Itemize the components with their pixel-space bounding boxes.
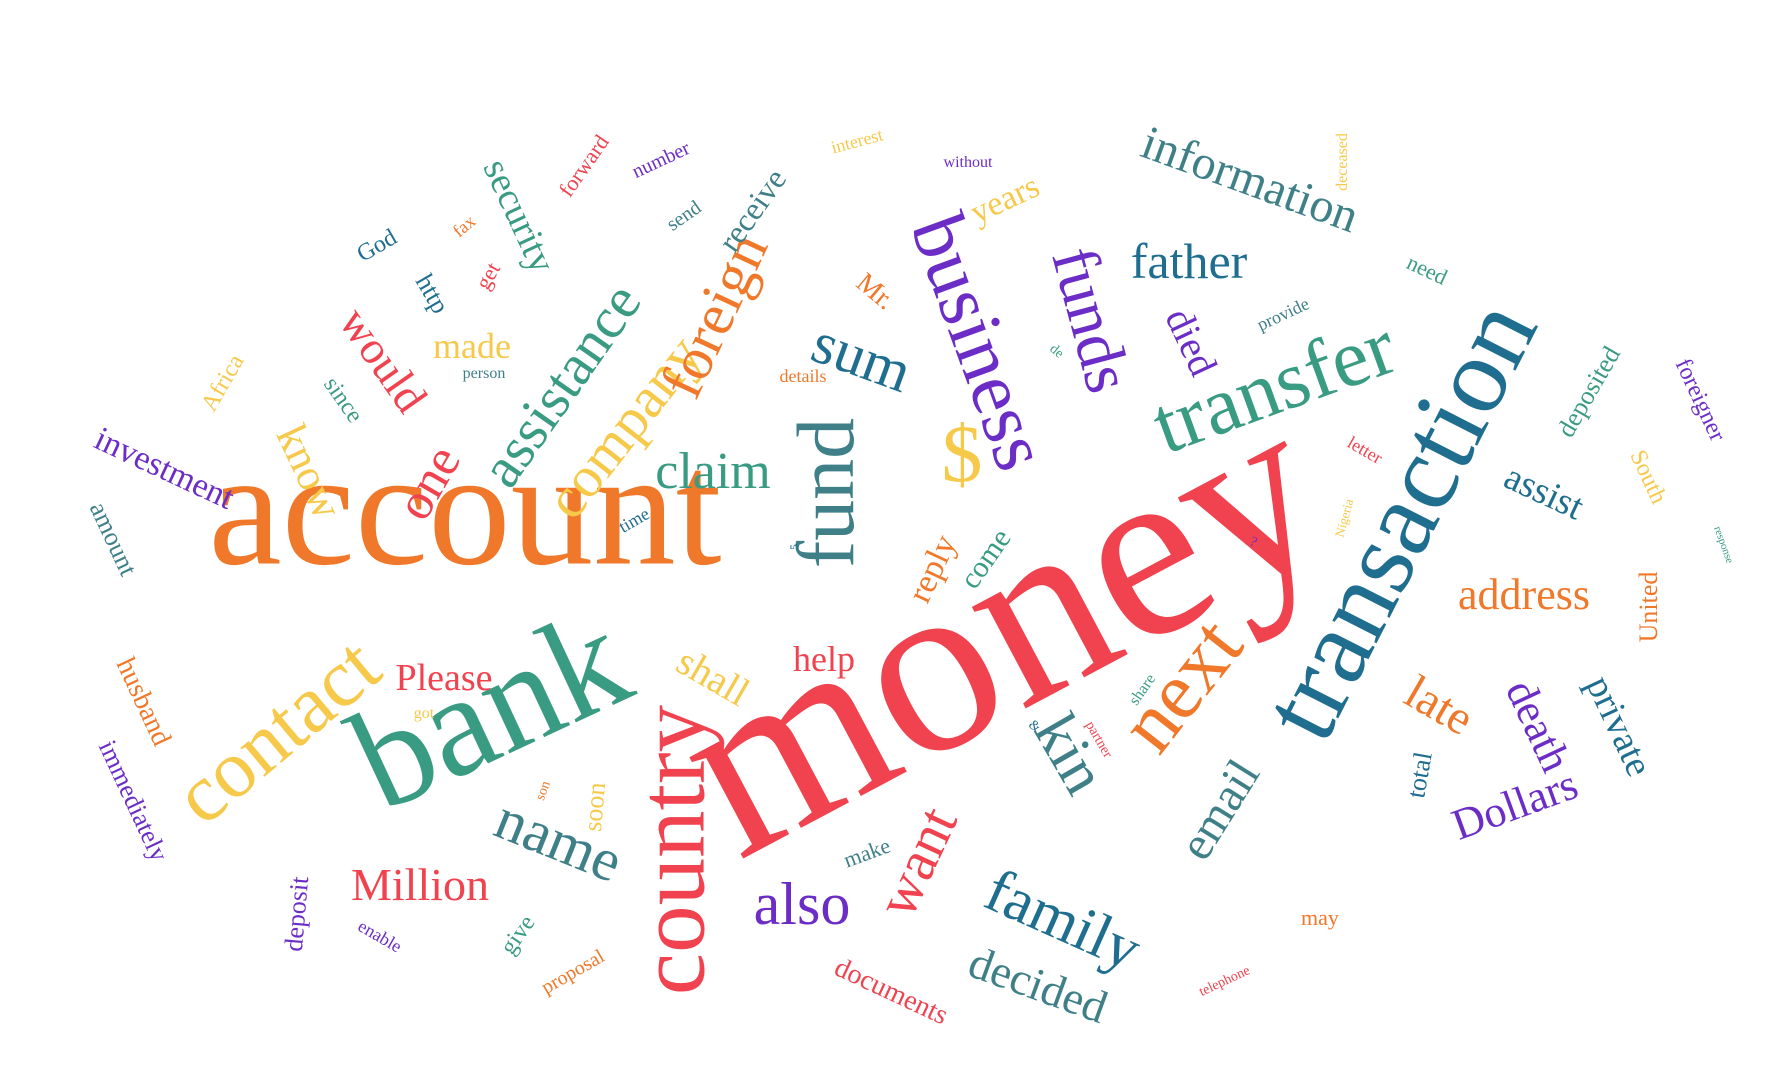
word-deposit: deposit <box>278 875 315 953</box>
word-south: South <box>1624 446 1672 508</box>
word-funds: funds <box>1037 239 1146 401</box>
word-without: without <box>943 154 993 171</box>
word-foreign: foreign <box>647 222 781 408</box>
word-please: Please <box>395 657 493 699</box>
word-help: help <box>793 639 855 679</box>
word-enable: enable <box>354 915 406 957</box>
word-immediately: immediately <box>92 735 175 866</box>
word-deposited: deposited <box>1551 341 1627 443</box>
word-information: information <box>1134 115 1366 244</box>
word-mr: Mr. <box>850 266 901 317</box>
word-forward: forward <box>553 130 614 202</box>
word-also: also <box>753 871 851 937</box>
word-get: get <box>470 257 506 294</box>
word-address: address <box>1458 570 1590 619</box>
word-need: need <box>1403 249 1452 290</box>
word-total: total <box>1401 749 1438 801</box>
word-amount: amount <box>83 497 144 581</box>
word-five: 5 <box>787 544 801 550</box>
word-person: person <box>462 365 506 382</box>
word-got: got <box>413 705 435 722</box>
word-million: Million <box>350 859 490 910</box>
word-soon: soon <box>577 781 612 833</box>
word-response: response <box>1711 524 1736 565</box>
word-country: country <box>618 704 725 996</box>
word-assist: assist <box>1497 455 1591 529</box>
word-dollar-sign: $ <box>941 408 983 499</box>
word-security: security <box>474 152 564 280</box>
word-husband: husband <box>109 652 178 751</box>
word-number: number <box>628 137 694 183</box>
word-interest: interest <box>828 124 886 158</box>
word-proposal: proposal <box>537 945 609 999</box>
word-may: may <box>1301 905 1339 930</box>
word-documents: documents <box>829 951 953 1032</box>
word-years: years <box>964 167 1046 232</box>
word-details: details <box>779 366 827 386</box>
word-give: give <box>495 910 541 960</box>
word-made: made <box>433 326 511 366</box>
word-son: son <box>533 779 554 803</box>
word-private: private <box>1577 669 1661 783</box>
word-late: late <box>1396 665 1483 746</box>
word-fax: fax <box>448 210 480 242</box>
word-claim: claim <box>655 443 771 500</box>
word-telephone: telephone <box>1196 963 1253 1000</box>
word-http: http <box>409 268 456 319</box>
word-africa: Africa <box>196 349 250 417</box>
word-email: email <box>1168 750 1271 869</box>
word-father: father <box>1130 233 1248 289</box>
word-dollars: Dollars <box>1445 759 1585 850</box>
word-foreigner: foreigner <box>1669 354 1731 446</box>
word-send: send <box>662 196 706 236</box>
word-deceased: deceased <box>1334 133 1351 191</box>
word-united: United <box>1634 571 1663 643</box>
word-account: account <box>208 416 722 600</box>
word-god: God <box>352 224 402 268</box>
word-sum: sum <box>803 308 921 406</box>
